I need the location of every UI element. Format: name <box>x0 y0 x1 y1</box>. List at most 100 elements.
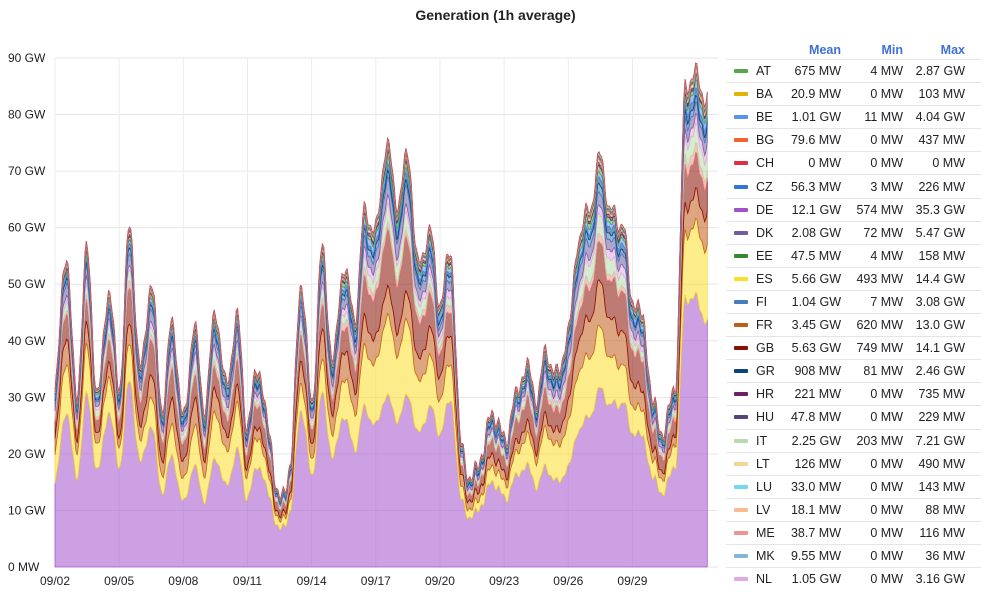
legend-min-value: 3 MW <box>870 179 903 194</box>
y-tick-label: 50 GW <box>8 277 46 291</box>
legend-mean-value: 908 MW <box>794 364 841 379</box>
legend-row-lt[interactable]: LT 126 MW 0 MW 490 MW <box>726 451 981 475</box>
legend-max-value: 5.47 GW <box>915 225 965 240</box>
x-tick-label: 09/11 <box>233 574 262 588</box>
legend-series-name: NL <box>756 572 772 587</box>
legend-row-be[interactable]: BE 1.01 GW 11 MW 4.04 GW <box>726 105 981 128</box>
x-tick-label: 09/29 <box>617 574 647 588</box>
legend-mean-value: 0 MW <box>808 156 841 171</box>
legend-swatch <box>734 438 748 443</box>
legend-row-lu[interactable]: LU 33.0 MW 0 MW 143 MW <box>726 474 981 498</box>
legend-swatch <box>734 161 748 166</box>
legend-swatch <box>734 346 748 351</box>
x-axis-labels: 09/02 09/05 09/08 09/11 09/14 09/17 09/20 09/23… <box>40 574 648 588</box>
legend-row-hu[interactable]: HU 47.8 MW 0 MW 229 MW <box>726 405 981 428</box>
legend-swatch <box>734 299 748 304</box>
legend-max-value: 143 MW <box>918 479 965 494</box>
legend-min-value: 0 MW <box>870 456 903 471</box>
legend-max-value: 2.87 GW <box>915 64 965 79</box>
legend-min-value: 574 MW <box>856 202 903 217</box>
legend-max-value: 14.1 GW <box>915 341 965 356</box>
legend-max-value: 35.3 GW <box>915 202 965 217</box>
legend-header-mean[interactable]: Mean <box>809 42 841 57</box>
legend-row-bg[interactable]: BG 79.6 MW 0 MW 437 MW <box>726 128 981 151</box>
legend-series-name: FI <box>756 294 768 309</box>
x-tick-label: 09/02 <box>40 574 70 588</box>
legend-max-value: 103 MW <box>918 87 965 102</box>
legend-row-fr[interactable]: FR 3.45 GW 620 MW 13.0 GW <box>726 313 981 336</box>
legend-row-at[interactable]: AT 675 MW 4 MW 2.87 GW <box>726 59 981 82</box>
legend-swatch <box>734 323 748 328</box>
legend-series-name: GR <box>756 364 775 379</box>
legend-row-gr[interactable]: GR 908 MW 81 MW 2.46 GW <box>726 359 981 382</box>
legend-swatch <box>734 253 748 258</box>
legend-mean-value: 5.63 GW <box>791 341 841 356</box>
legend-row-lv[interactable]: LV 18.1 MW 0 MW 88 MW <box>726 497 981 521</box>
legend-mean-value: 2.25 GW <box>791 433 841 448</box>
legend-series-name: CZ <box>756 179 773 194</box>
legend-min-value: 0 MW <box>870 410 903 425</box>
y-tick-label: 20 GW <box>8 447 46 461</box>
legend-max-value: 88 MW <box>925 502 965 517</box>
legend-min-value: 4 MW <box>870 248 903 263</box>
legend-swatch <box>734 184 748 189</box>
legend-series-name: EE <box>756 248 773 263</box>
legend-max-value: 7.21 GW <box>915 433 965 448</box>
legend-swatch <box>734 230 748 235</box>
legend-series-name: LV <box>756 502 771 517</box>
legend-swatch <box>734 554 748 559</box>
legend-row-es[interactable]: ES 5.66 GW 493 MW 14.4 GW <box>726 266 981 290</box>
legend-mean-value: 3.45 GW <box>791 318 841 333</box>
legend-min-value: 11 MW <box>864 110 903 125</box>
legend-row-fi[interactable]: FI 1.04 GW 7 MW 3.08 GW <box>726 289 981 313</box>
legend-header-min[interactable]: Min <box>881 42 903 57</box>
legend-row-hr[interactable]: HR 221 MW 0 MW 735 MW <box>726 382 981 405</box>
legend-row-nl[interactable]: NL 1.05 GW 0 MW 3.16 GW <box>726 567 981 590</box>
legend-min-value: 0 MW <box>870 572 903 587</box>
legend-swatch <box>734 461 748 466</box>
legend-series-name: DE <box>756 202 774 217</box>
legend-header-max[interactable]: Max <box>940 42 965 57</box>
legend-max-value: 437 MW <box>918 133 965 148</box>
legend-row-de[interactable]: DE 12.1 GW 574 MW 35.3 GW <box>726 197 981 221</box>
legend-swatch <box>734 207 748 212</box>
legend-min-value: 0 MW <box>870 133 903 148</box>
y-tick-label: 30 GW <box>8 390 46 404</box>
legend-swatch <box>734 415 748 420</box>
legend-min-value: 203 MW <box>856 433 903 448</box>
x-tick-label: 09/17 <box>361 574 391 588</box>
legend-row-mk[interactable]: MK 9.55 MW 0 MW 36 MW <box>726 543 981 567</box>
legend-max-value: 36 MW <box>925 549 965 564</box>
legend-row-dk[interactable]: DK 2.08 GW 72 MW 5.47 GW <box>726 220 981 244</box>
y-tick-label: 60 GW <box>8 221 46 235</box>
y-axis-labels: 0 MW 10 GW 20 GW 30 GW 40 GW 50 GW 60 GW 70 GW 8… <box>8 51 46 574</box>
legend-min-value: 0 MW <box>870 549 903 564</box>
legend-table: Mean Min Max AT 675 MW 4 MW 2.87 GW BA 20.9 M… <box>726 40 981 590</box>
legend-row-me[interactable]: ME 38.7 MW 0 MW 116 MW <box>726 520 981 544</box>
x-tick-label: 09/05 <box>104 574 134 588</box>
legend-swatch <box>734 92 748 97</box>
legend-max-value: 158 MW <box>918 248 965 263</box>
legend-max-value: 226 MW <box>918 179 965 194</box>
legend-series-name: GB <box>756 341 775 356</box>
legend-row-ee[interactable]: EE 47.5 MW 4 MW 158 MW <box>726 243 981 267</box>
x-tick-label: 09/26 <box>553 574 583 588</box>
x-tick-label: 09/23 <box>489 574 519 588</box>
legend-mean-value: 18.1 MW <box>790 502 841 517</box>
legend-swatch <box>734 507 748 512</box>
legend-row-ch[interactable]: CH 0 MW 0 MW 0 MW <box>726 151 981 174</box>
legend-max-value: 735 MW <box>918 387 965 402</box>
legend-series-name: DK <box>756 225 774 240</box>
legend-series-name: ES <box>756 271 773 286</box>
legend-min-value: 0 MW <box>870 87 903 102</box>
chart-areas <box>54 62 708 568</box>
legend-row-gb[interactable]: GB 5.63 GW 749 MW 14.1 GW <box>726 336 981 359</box>
legend-row-cz[interactable]: CZ 56.3 MW 3 MW 226 MW <box>726 174 981 197</box>
legend-row-ba[interactable]: BA 20.9 MW 0 MW 103 MW <box>726 82 981 105</box>
legend-series-name: ME <box>756 525 775 540</box>
stacked-area-chart: 0 MW 10 GW 20 GW 30 GW 40 GW 50 GW 60 GW 70 GW 8… <box>8 51 718 588</box>
legend-series-name: BE <box>756 110 773 125</box>
legend-row-it[interactable]: IT 2.25 GW 203 MW 7.21 GW <box>726 428 981 452</box>
legend-swatch <box>734 276 748 281</box>
legend-max-value: 14.4 GW <box>915 271 965 286</box>
